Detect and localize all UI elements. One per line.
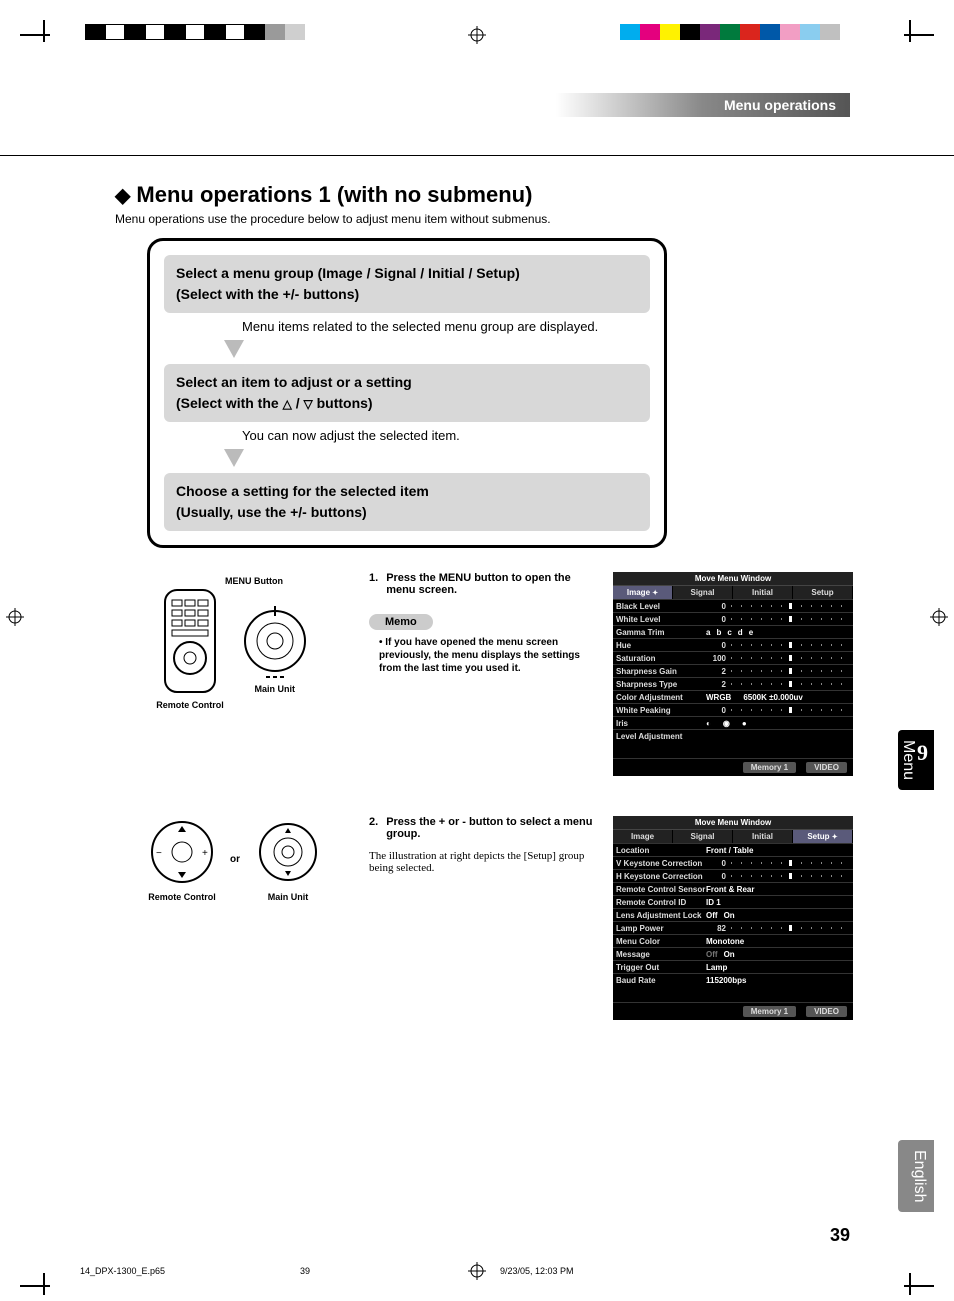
crop-mark <box>43 1273 45 1295</box>
horizontal-rule <box>0 155 954 156</box>
remote-dpad-icon: −+ Remote Control <box>146 816 218 902</box>
down-arrow-icon <box>224 340 244 358</box>
diagram-remote-mainunit: MENU Button Remote Control <box>115 572 355 710</box>
triangle-up-icon: △ <box>283 397 292 411</box>
osd-menu-image: Move Menu WindowImage ✦SignalInitialSetu… <box>613 572 853 776</box>
section-header: Menu operations <box>115 93 850 117</box>
diagram-dpad: −+ Remote Control or Main Unit <box>115 816 355 902</box>
memo-label: Memo <box>369 614 433 630</box>
registration-target-icon <box>468 26 486 44</box>
section-title: Menu operations <box>724 97 836 113</box>
crop-mark <box>909 1273 911 1295</box>
registration-target-icon <box>6 608 24 631</box>
page-title: Menu operations 1 (with no submenu) <box>115 182 855 208</box>
language-tab: English <box>898 1140 934 1212</box>
print-marks-top <box>0 20 954 60</box>
instruction-text: 2.Press the + or - button to select a me… <box>369 816 599 874</box>
remote-control-icon: Remote Control <box>156 586 224 710</box>
down-arrow-icon <box>224 449 244 467</box>
crop-mark <box>20 1285 50 1287</box>
instruction-text: 1.Press the MENU button to open the menu… <box>369 572 599 675</box>
procedure-flow: Select a menu group (Image / Signal / In… <box>147 238 667 548</box>
flow-step-1: Select a menu group (Image / Signal / In… <box>164 255 650 313</box>
flow-step-2: Select an item to adjust or a setting (S… <box>164 364 650 422</box>
crop-mark <box>909 20 911 42</box>
page-number: 39 <box>830 1225 850 1246</box>
flow-note: You can now adjust the selected item. <box>242 428 650 443</box>
svg-text:+: + <box>202 848 208 859</box>
chapter-tab: 9 Menu <box>898 730 934 790</box>
main-unit-dial-icon: Main Unit <box>236 602 314 694</box>
or-label: or <box>230 854 240 865</box>
registration-target-icon <box>930 608 948 631</box>
triangle-down-icon: ▽ <box>303 397 312 411</box>
main-unit-dpad-icon: Main Unit <box>252 816 324 902</box>
crop-mark <box>20 34 50 36</box>
memo-text: If you have opened the menu screen previ… <box>369 636 599 675</box>
color-bar <box>620 24 840 40</box>
svg-text:−: − <box>156 848 162 859</box>
flow-note: Menu items related to the selected menu … <box>242 319 650 334</box>
registration-bar <box>85 24 305 40</box>
osd-menu-setup: Move Menu WindowImageSignalInitialSetup … <box>613 816 853 1020</box>
print-marks-bottom <box>0 1265 954 1295</box>
flow-step-3: Choose a setting for the selected item (… <box>164 473 650 531</box>
crop-mark <box>43 20 45 42</box>
page-subtitle: Menu operations use the procedure below … <box>115 212 855 226</box>
